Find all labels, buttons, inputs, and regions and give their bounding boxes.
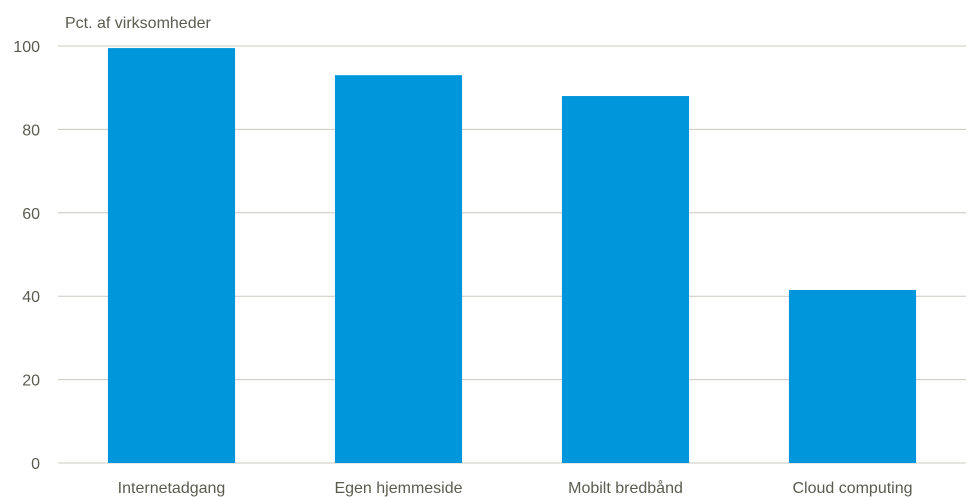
bar-internetadgang (107, 48, 236, 464)
y-tick-label: 80 (22, 122, 40, 139)
bar-egen-hjemmeside (334, 75, 463, 463)
category-labels: Internetadgang Egen hjemmeside Mobilt bred… (118, 479, 913, 497)
bars (107, 48, 917, 464)
y-axis-label: Pct. af virksomheder (65, 15, 212, 32)
bar-cloud-computing (788, 289, 917, 463)
y-tick-label: 20 (22, 373, 40, 390)
y-tick-label: 60 (22, 206, 40, 223)
x-category-label: Egen hjemmeside (334, 480, 462, 497)
y-tick-label: 100 (13, 39, 40, 56)
y-tick-labels: 0 20 40 60 80 100 (13, 39, 40, 473)
y-tick-label: 0 (31, 456, 40, 473)
bar-mobilt-bredbånd (561, 96, 690, 463)
x-category-label: Mobilt bredbånd (568, 479, 683, 497)
x-category-label: Cloud computing (792, 480, 912, 497)
y-tick-label: 40 (22, 289, 40, 306)
x-category-label: Internetadgang (118, 480, 226, 497)
